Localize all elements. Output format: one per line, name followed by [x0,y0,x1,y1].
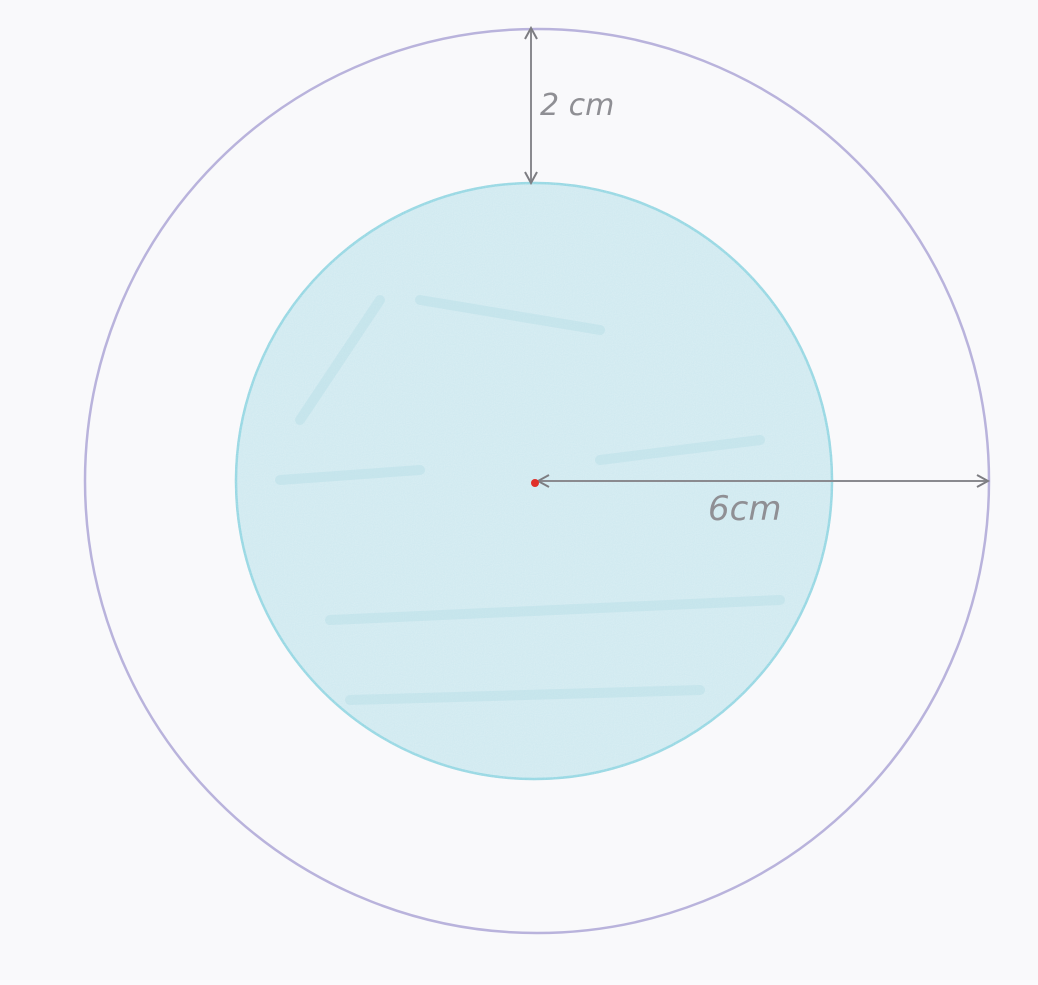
center-point [531,479,539,487]
gap-label: 2 cm [540,88,614,123]
inner-circle-shading [275,295,785,705]
radius-label: 6cm [708,489,781,529]
